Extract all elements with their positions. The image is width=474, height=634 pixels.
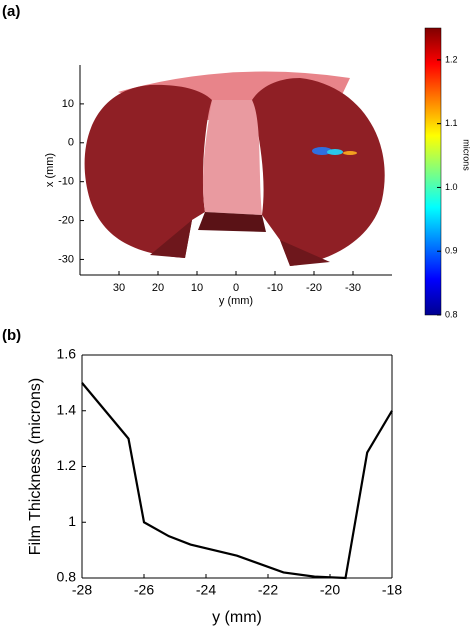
render (84, 71, 385, 266)
x-tick-label: -18 (382, 582, 402, 598)
x-axis-label: y (mm) (219, 295, 253, 307)
y-tick-label: 10 (62, 98, 74, 110)
y-tick-label: 0.8 (57, 569, 77, 585)
colorbar-tick-label: 1.1 (445, 118, 458, 128)
y-tick-label: 1 (68, 513, 76, 529)
colorbar-tick-label: 1.0 (445, 182, 458, 192)
x-tick-label: -20 (320, 582, 340, 598)
y-tick-label: -10 (58, 176, 74, 188)
x-tick-label: 10 (191, 282, 203, 294)
panel-label: (a) (2, 3, 20, 20)
y-tick-label: 1.6 (57, 346, 77, 362)
x-tick-label: -20 (306, 282, 322, 294)
x-tick-label: -10 (267, 282, 283, 294)
y-tick-label: -20 (58, 214, 74, 226)
y-tick-label: 1.2 (57, 457, 77, 473)
y-axis-label: x (mm) (44, 153, 56, 187)
x-tick-label: -30 (345, 282, 361, 294)
colorbar-tick-label: 0.8 (445, 309, 458, 319)
colorbar-label: microns (462, 139, 472, 171)
y-tick-label: 1.4 (57, 401, 77, 417)
y-tick-label: -30 (58, 253, 74, 265)
x-tick-label: -22 (258, 582, 278, 598)
x-tick-label: 20 (152, 282, 164, 294)
panel-label: (b) (2, 327, 21, 344)
colorbar-tick-label: 1.2 (445, 54, 458, 64)
data-line (81, 382, 393, 580)
y-tick-label: 0 (68, 137, 74, 149)
x-tick-label: -26 (134, 582, 154, 598)
colorbar (424, 27, 442, 316)
x-tick-label: -28 (72, 582, 92, 598)
x-axis-label: y (mm) (212, 609, 262, 626)
colorbar-tick-label: 0.9 (445, 246, 458, 256)
x-tick-label: -24 (196, 582, 216, 598)
x-tick-label: 0 (233, 282, 239, 294)
x-tick-label: 30 (113, 282, 125, 294)
y-axis-label: Film Thickness (microns) (27, 378, 44, 556)
